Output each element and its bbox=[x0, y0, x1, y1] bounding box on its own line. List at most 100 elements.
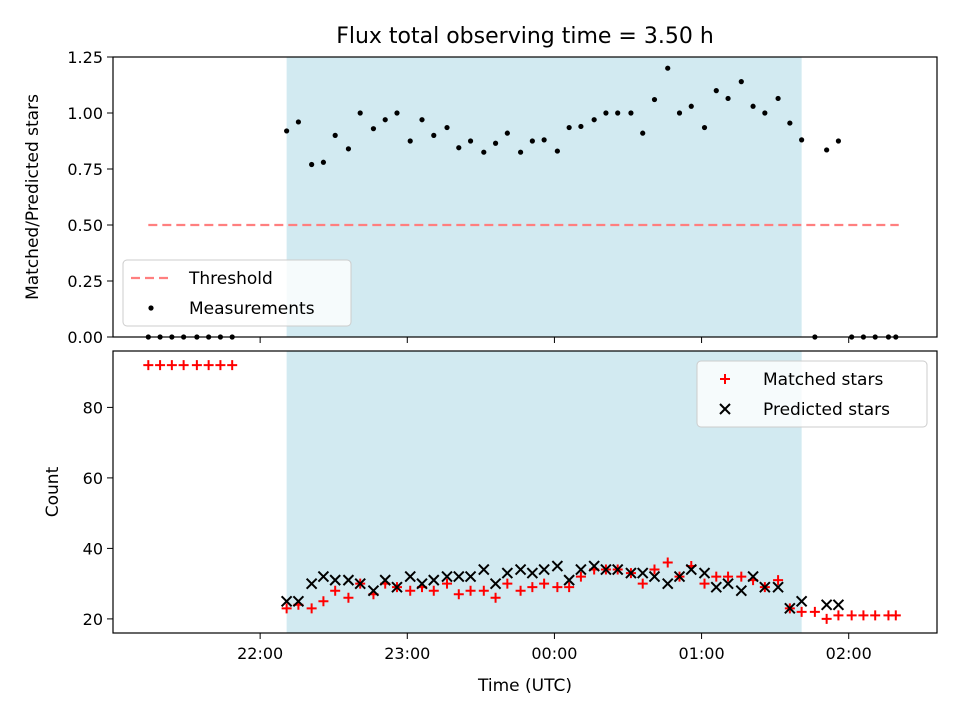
predicted-star-point bbox=[280, 595, 293, 607]
matched-star-point bbox=[191, 360, 202, 371]
legend-label: Matched stars bbox=[763, 370, 883, 390]
matched-star-point bbox=[178, 360, 189, 371]
measurement-point bbox=[591, 117, 597, 123]
predicted-star-point bbox=[820, 599, 833, 611]
measurement-point bbox=[456, 145, 462, 151]
predicted-star-point bbox=[611, 563, 624, 576]
matched-star-point bbox=[575, 571, 586, 582]
panel-counts: 20 40 60 80 22:00 23:00 00:00 01:00 02:00 Count… bbox=[43, 350, 938, 663]
measurement-point bbox=[309, 161, 315, 168]
measurement-point bbox=[419, 117, 425, 123]
predicted-star-point bbox=[367, 584, 380, 597]
matched-star-point bbox=[215, 360, 226, 371]
predicted-star-point bbox=[575, 563, 587, 576]
predicted-star-point bbox=[342, 574, 355, 586]
matched-star-point bbox=[428, 585, 439, 596]
legend-box bbox=[696, 360, 928, 428]
legend-box bbox=[122, 259, 352, 327]
predicted-star-point bbox=[416, 577, 428, 590]
measurement-point bbox=[357, 110, 363, 116]
predicted-star-point bbox=[526, 567, 539, 579]
matched-star-point bbox=[203, 360, 214, 371]
panel-ratio: 0.00 0.25 0.50 0.75 1.00 1.25 Matched/Predict… bbox=[23, 48, 938, 347]
predicted-star-point bbox=[772, 581, 784, 593]
y-axis-ticks: 0.00 0.25 0.50 0.75 1.00 1.25 bbox=[67, 48, 113, 347]
matched-star-point bbox=[515, 585, 526, 596]
measurement-point bbox=[688, 103, 694, 109]
predicted-star-point bbox=[637, 567, 649, 579]
predicted-star-point bbox=[735, 584, 748, 597]
predicted-star-point bbox=[698, 567, 711, 579]
matched-star-point bbox=[405, 585, 416, 596]
x-tick-label: 01:00 bbox=[679, 644, 725, 663]
predicted-star-point bbox=[795, 595, 808, 607]
measurement-point bbox=[284, 128, 290, 134]
matched-star-point bbox=[662, 557, 673, 568]
measurement-point bbox=[835, 138, 842, 144]
predicted-star-point bbox=[662, 577, 674, 590]
matched-star-point bbox=[858, 610, 869, 621]
predicted-star-point bbox=[305, 577, 318, 590]
matched-star-point bbox=[166, 360, 177, 371]
predicted-star-point bbox=[404, 570, 416, 583]
predicted-star-point bbox=[722, 577, 734, 590]
matched-star-point bbox=[809, 606, 820, 617]
y-axis-ticks: 20 40 60 80 bbox=[83, 398, 113, 629]
matched-star-point bbox=[699, 578, 710, 589]
x-axis-label: Time (UTC) bbox=[477, 676, 572, 696]
measurement-point bbox=[799, 137, 805, 143]
legend-label: Measurements bbox=[189, 299, 315, 319]
y-tick-label: 0.75 bbox=[67, 160, 103, 179]
x-tick-label: 22:00 bbox=[237, 644, 283, 663]
predicted-star-point bbox=[441, 570, 453, 583]
x-axis-ticks: 22:00 23:00 00:00 01:00 02:00 bbox=[237, 633, 872, 663]
predicted-star-point bbox=[784, 602, 796, 615]
predicted-star-point bbox=[759, 581, 771, 593]
measurement-point bbox=[628, 110, 634, 116]
measurement-point bbox=[665, 65, 671, 71]
matched-star-point bbox=[890, 610, 901, 621]
y-tick-label: 0.00 bbox=[67, 328, 103, 347]
predicted-star-point bbox=[563, 574, 575, 586]
predicted-star-point bbox=[648, 570, 661, 583]
matched-star-point bbox=[796, 606, 807, 617]
predicted-star-point bbox=[464, 570, 477, 583]
measurement-point bbox=[762, 110, 768, 116]
predicted-star-point bbox=[292, 595, 305, 607]
legend-label: Threshold bbox=[188, 269, 273, 289]
legend-measurement-swatch bbox=[148, 305, 154, 311]
measurement-point bbox=[676, 110, 683, 116]
measurement-point bbox=[444, 124, 450, 131]
predicted-star-point bbox=[379, 574, 391, 586]
measurement-point bbox=[431, 132, 437, 138]
legend: Threshold Measurements bbox=[122, 259, 352, 327]
matched-star-point bbox=[539, 578, 550, 589]
predicted-star-point bbox=[673, 570, 686, 583]
matched-star-point bbox=[330, 585, 341, 596]
y-axis-label: Count bbox=[43, 466, 63, 517]
measurement-point bbox=[651, 96, 658, 103]
y-tick-label: 60 bbox=[83, 469, 103, 488]
measurement-point bbox=[407, 138, 413, 144]
observing-window-span bbox=[286, 57, 802, 337]
matched-star-point bbox=[637, 578, 648, 589]
matched-star-point bbox=[552, 582, 563, 593]
measurement-point bbox=[529, 138, 535, 144]
predicted-star-point bbox=[600, 563, 612, 576]
chart-title: Flux total observing time = 3.50 h bbox=[336, 24, 714, 49]
predicted-star-point bbox=[391, 581, 403, 593]
measurement-point bbox=[578, 123, 584, 130]
x-axis-ticks bbox=[259, 337, 850, 343]
measurement-point bbox=[370, 126, 377, 132]
count-marks bbox=[143, 360, 901, 624]
measurement-point bbox=[566, 124, 572, 131]
measurement-point bbox=[725, 95, 731, 102]
predicted-star-point bbox=[478, 563, 490, 576]
measurement-point bbox=[554, 148, 560, 154]
predicted-star-point bbox=[489, 577, 502, 590]
matched-star-point bbox=[723, 571, 734, 582]
predicted-star-point bbox=[317, 570, 330, 583]
legend: Matched stars Predicted stars bbox=[696, 360, 928, 428]
predicted-star-point bbox=[538, 563, 550, 576]
